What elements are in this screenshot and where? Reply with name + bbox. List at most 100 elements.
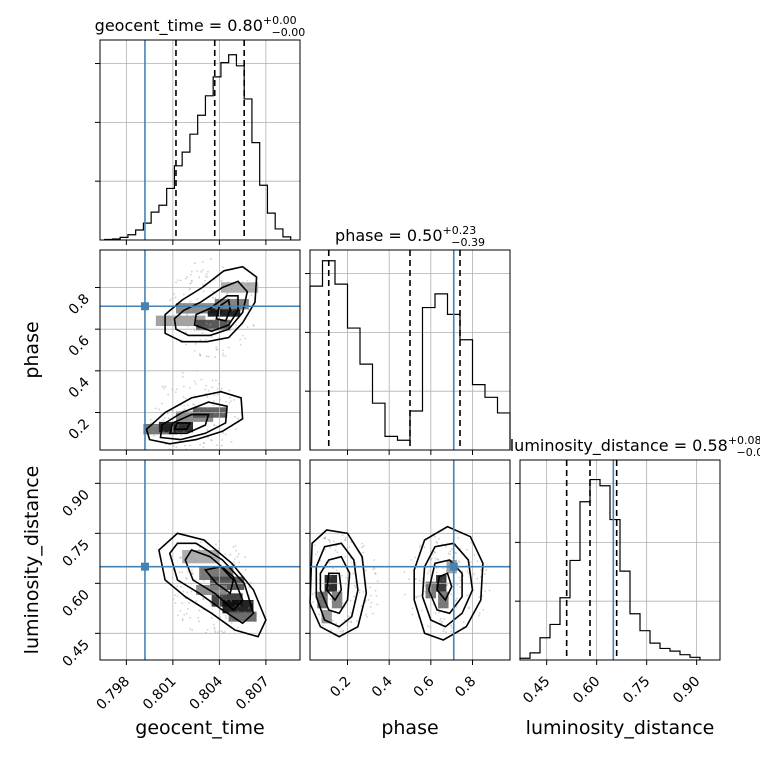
sample-point-geocent_time-phase	[185, 331, 187, 334]
contour-geocent_time-phase-2	[193, 294, 239, 333]
sample-point-geocent_time-phase	[208, 324, 211, 327]
sample-point-phase-luminosity_distance	[434, 557, 437, 560]
sample-point-phase-luminosity_distance	[362, 545, 365, 547]
sample-point-geocent_time-luminosity_distance	[178, 571, 181, 574]
sample-point-geocent_time-luminosity_distance	[244, 568, 247, 571]
sample-point-phase-luminosity_distance	[313, 544, 316, 547]
sample-point-geocent_time-phase	[189, 282, 192, 285]
sample-point-phase-luminosity_distance	[328, 541, 331, 543]
sample-point-phase-luminosity_distance	[334, 549, 337, 552]
sample-point-geocent_time-luminosity_distance	[224, 553, 227, 556]
sample-point-geocent_time-phase	[193, 404, 196, 406]
sample-point-geocent_time-luminosity_distance	[230, 599, 232, 602]
sample-point-geocent_time-luminosity_distance	[197, 616, 200, 619]
xtick-label-geocent_time-3: 0.807	[233, 674, 273, 714]
sample-point-phase-luminosity_distance	[478, 596, 481, 599]
sample-point-geocent_time-phase	[241, 334, 244, 337]
sample-point-geocent_time-luminosity_distance	[225, 617, 227, 619]
sample-point-geocent_time-luminosity_distance	[191, 629, 194, 632]
yaxis-label-luminosity_distance: luminosity_distance	[21, 466, 43, 655]
sample-point-phase-luminosity_distance	[445, 570, 448, 572]
sample-point-phase-luminosity_distance	[370, 594, 372, 597]
sample-point-phase-luminosity_distance	[440, 622, 443, 625]
sample-point-phase-luminosity_distance	[341, 534, 344, 537]
sample-point-geocent_time-luminosity_distance	[234, 545, 237, 547]
xaxis-label-phase: phase	[381, 717, 438, 739]
xtick-label-luminosity_distance-3: 0.90	[670, 674, 703, 707]
yaxis-label-phase: phase	[21, 321, 43, 378]
contour-geocent_time-phase-4	[145, 390, 244, 445]
sample-point-phase-luminosity_distance	[424, 584, 427, 587]
sample-point-phase-luminosity_distance	[459, 586, 461, 588]
sample-point-geocent_time-phase	[207, 407, 209, 410]
sample-point-geocent_time-phase	[224, 354, 227, 357]
truth-marker-geocent_time-phase	[140, 302, 149, 311]
sample-point-phase-luminosity_distance	[466, 569, 468, 572]
sample-point-phase-luminosity_distance	[434, 551, 436, 554]
sample-point-phase-luminosity_distance	[362, 591, 365, 593]
sample-point-geocent_time-phase	[212, 290, 215, 293]
contour-phase-luminosity_distance-5	[421, 542, 474, 628]
sample-point-geocent_time-luminosity_distance	[206, 628, 209, 631]
sample-point-geocent_time-phase	[220, 280, 223, 282]
sample-point-geocent_time-luminosity_distance	[174, 602, 177, 604]
sample-point-geocent_time-phase	[196, 298, 199, 301]
sample-point-geocent_time-phase	[175, 388, 178, 391]
sample-point-geocent_time-luminosity_distance	[198, 548, 201, 551]
density-cell-geocent_time-luminosity_distance-4	[222, 600, 254, 614]
sample-point-geocent_time-luminosity_distance	[185, 577, 188, 580]
sample-point-geocent_time-luminosity_distance	[189, 628, 192, 630]
sample-point-geocent_time-phase	[246, 284, 249, 286]
sample-point-phase-luminosity_distance	[450, 548, 453, 551]
sample-point-geocent_time-phase	[216, 444, 218, 447]
sample-point-phase-luminosity_distance	[352, 572, 355, 575]
sample-point-phase-luminosity_distance	[325, 596, 328, 598]
sample-point-geocent_time-phase	[198, 410, 201, 412]
sample-point-phase-luminosity_distance	[358, 589, 361, 592]
sample-point-geocent_time-phase	[211, 296, 214, 299]
sample-point-phase-luminosity_distance	[427, 593, 430, 596]
sample-point-geocent_time-phase	[189, 273, 192, 276]
sample-point-geocent_time-luminosity_distance	[189, 616, 191, 619]
sample-point-geocent_time-luminosity_distance	[215, 551, 218, 554]
sample-point-geocent_time-phase	[162, 385, 164, 388]
panel-frame-pair-geocent_time-phase	[99, 249, 301, 451]
sample-point-geocent_time-phase	[202, 290, 205, 293]
xtick-label-phase-0: 0.2	[327, 674, 354, 701]
sample-point-geocent_time-phase	[186, 314, 189, 317]
sample-point-geocent_time-phase	[206, 395, 209, 398]
sample-point-geocent_time-luminosity_distance	[181, 619, 184, 622]
sample-point-geocent_time-phase	[189, 418, 192, 421]
sample-point-geocent_time-luminosity_distance	[190, 590, 193, 593]
sample-point-geocent_time-phase	[185, 277, 187, 280]
sample-point-phase-luminosity_distance	[441, 620, 443, 623]
sample-point-geocent_time-phase	[164, 385, 167, 388]
contour-phase-luminosity_distance-3	[325, 572, 343, 602]
sample-point-phase-luminosity_distance	[455, 597, 458, 600]
sample-point-geocent_time-luminosity_distance	[185, 612, 188, 615]
lines-layer	[100, 40, 701, 660]
sample-point-geocent_time-phase	[149, 422, 152, 424]
sample-point-geocent_time-phase	[187, 404, 189, 406]
sample-point-phase-luminosity_distance	[415, 597, 418, 599]
sample-point-phase-luminosity_distance	[449, 571, 452, 574]
sample-point-geocent_time-phase	[224, 433, 227, 436]
sample-point-geocent_time-phase	[199, 354, 202, 357]
sample-point-phase-luminosity_distance	[338, 589, 340, 592]
sample-point-phase-luminosity_distance	[324, 536, 326, 539]
sample-point-geocent_time-phase	[212, 319, 215, 321]
sample-point-geocent_time-luminosity_distance	[191, 552, 194, 554]
sample-point-geocent_time-phase	[247, 283, 250, 286]
contour-geocent_time-phase-1	[173, 280, 249, 337]
sample-point-geocent_time-luminosity_distance	[235, 549, 237, 552]
sample-point-geocent_time-phase	[210, 336, 213, 339]
sample-point-phase-luminosity_distance	[348, 546, 351, 548]
sample-point-geocent_time-phase	[193, 329, 196, 332]
sample-point-phase-luminosity_distance	[482, 608, 485, 611]
sample-point-geocent_time-luminosity_distance	[186, 570, 189, 573]
sample-point-phase-luminosity_distance	[444, 545, 447, 548]
sample-point-geocent_time-phase	[189, 309, 192, 312]
sample-point-phase-luminosity_distance	[372, 568, 374, 571]
sample-point-geocent_time-phase	[201, 269, 204, 271]
sample-point-geocent_time-phase	[194, 342, 197, 345]
